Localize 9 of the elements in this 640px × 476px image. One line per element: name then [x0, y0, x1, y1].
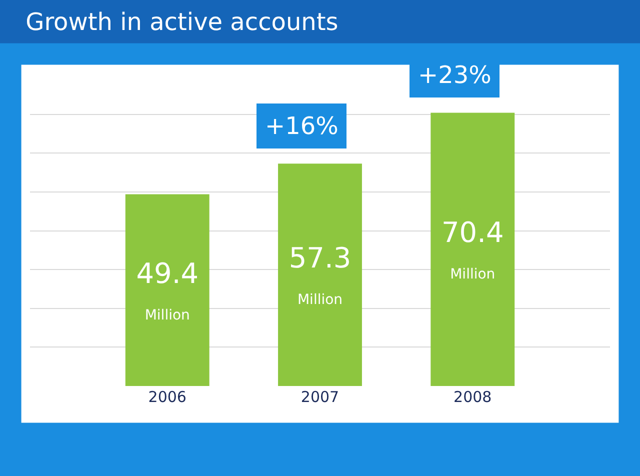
- x-tick-label: 2008: [454, 388, 492, 406]
- data-label: 57.3 Million: [288, 242, 352, 308]
- data-label: 49.4 Million: [136, 256, 199, 324]
- chart-title: Growth in active accounts: [26, 8, 338, 36]
- annotation: +23%: [418, 61, 492, 89]
- annotation: +16%: [265, 112, 338, 140]
- x-tick-label: 2006: [148, 388, 186, 406]
- x-tick-label: 2007: [300, 388, 340, 406]
- data-label: 70.4 Million: [441, 216, 504, 283]
